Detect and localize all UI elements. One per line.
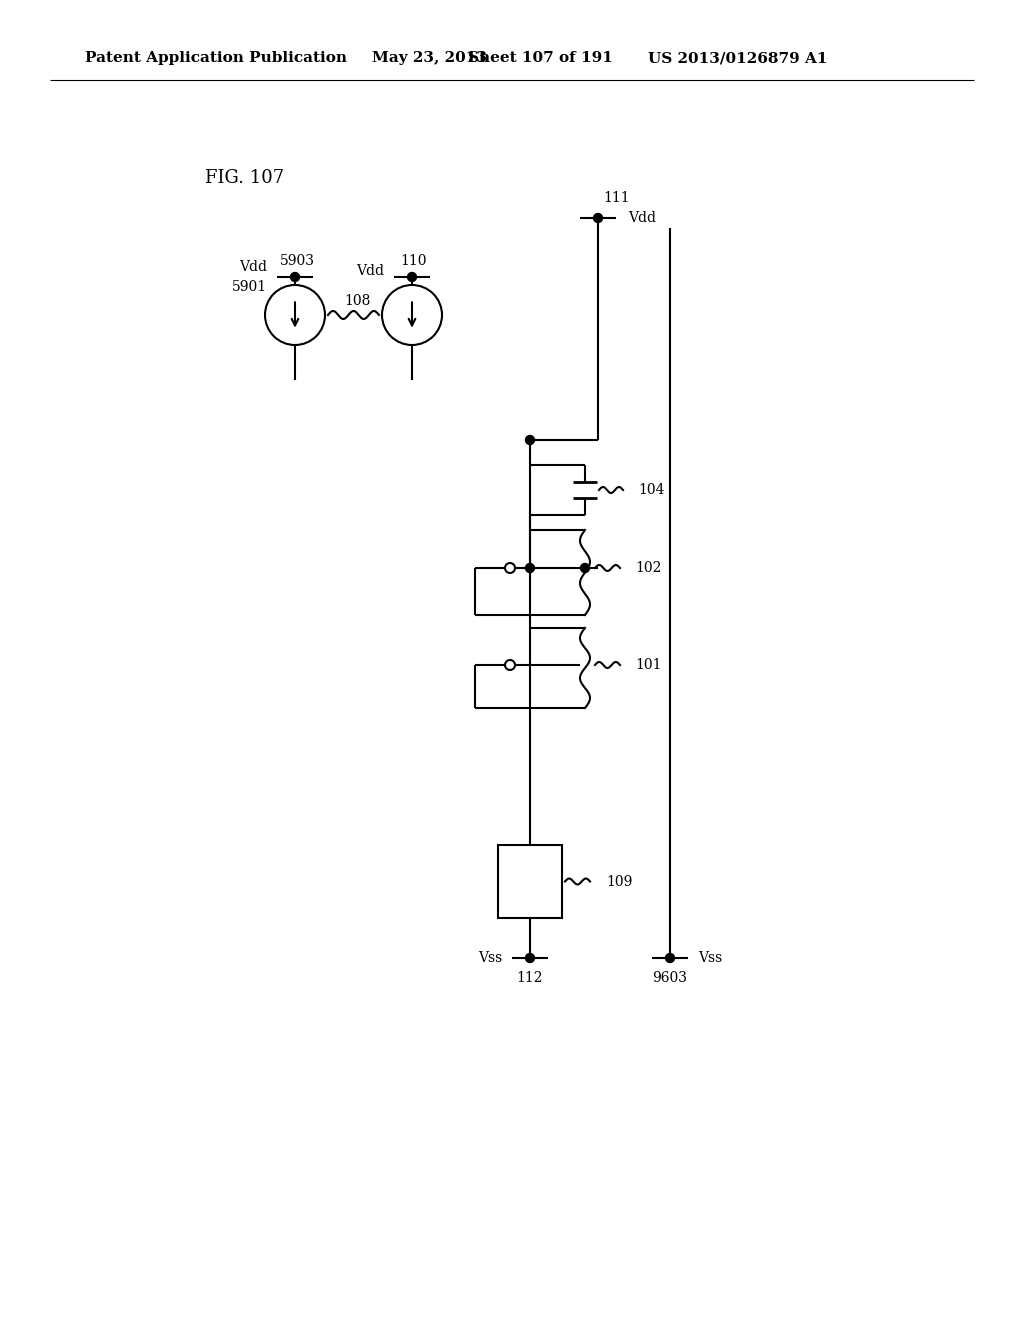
Circle shape [594, 214, 602, 223]
Text: Vdd: Vdd [356, 264, 384, 279]
Bar [498, 845, 562, 917]
Text: Vss: Vss [478, 950, 502, 965]
Text: 112: 112 [517, 972, 544, 985]
Circle shape [581, 564, 590, 573]
Circle shape [408, 272, 417, 281]
Circle shape [505, 564, 515, 573]
Circle shape [666, 953, 675, 962]
Text: 9603: 9603 [652, 972, 687, 985]
Text: 110: 110 [400, 253, 427, 268]
Text: Vdd: Vdd [239, 260, 267, 275]
Text: Vss: Vss [698, 950, 722, 965]
Circle shape [505, 660, 515, 671]
Circle shape [291, 272, 299, 281]
Circle shape [525, 564, 535, 573]
Text: Patent Application Publication: Patent Application Publication [85, 51, 347, 65]
Text: 109: 109 [606, 874, 633, 888]
Circle shape [525, 436, 535, 445]
Text: 102: 102 [635, 561, 662, 576]
Text: May 23, 2013: May 23, 2013 [372, 51, 487, 65]
Text: 104: 104 [638, 483, 665, 498]
Text: 5901: 5901 [231, 280, 267, 294]
Text: 101: 101 [635, 657, 662, 672]
Text: 111: 111 [603, 191, 630, 205]
Text: Sheet 107 of 191: Sheet 107 of 191 [468, 51, 613, 65]
Circle shape [525, 953, 535, 962]
Text: 5903: 5903 [280, 253, 314, 268]
Text: US 2013/0126879 A1: US 2013/0126879 A1 [648, 51, 827, 65]
Text: FIG. 107: FIG. 107 [205, 169, 284, 187]
Text: 108: 108 [344, 294, 371, 308]
Text: Vdd: Vdd [628, 211, 656, 224]
